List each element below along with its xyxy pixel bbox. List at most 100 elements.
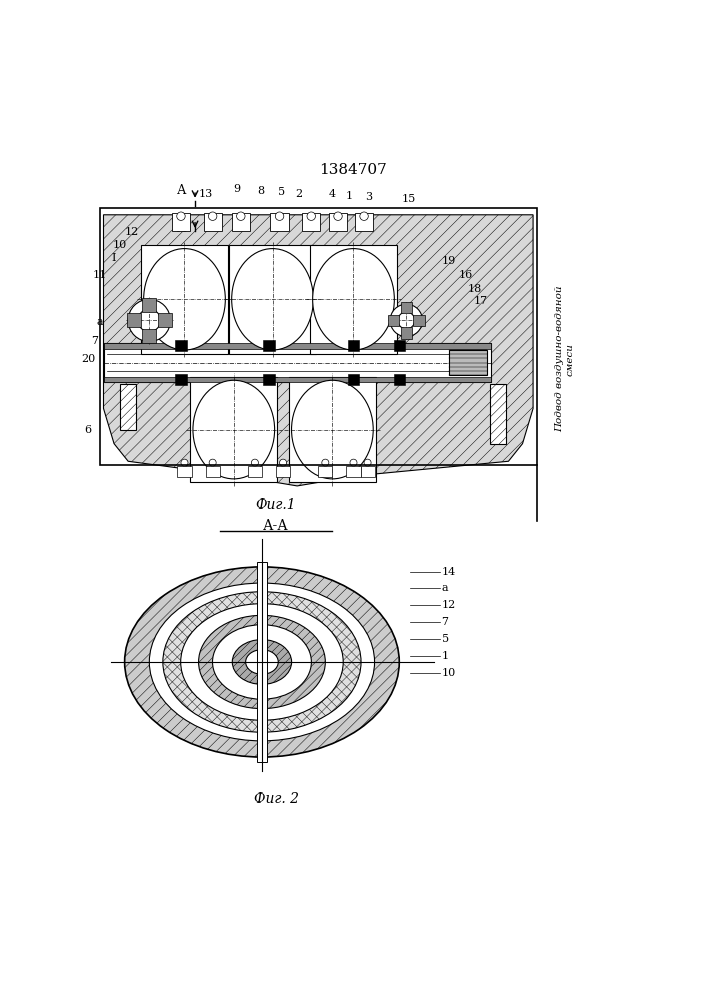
Text: А: А (176, 184, 186, 197)
Polygon shape (229, 245, 316, 354)
Circle shape (350, 459, 357, 466)
Circle shape (138, 309, 160, 332)
Polygon shape (310, 245, 397, 354)
Circle shape (209, 459, 216, 466)
Text: 12: 12 (442, 600, 456, 610)
Polygon shape (264, 374, 274, 385)
Polygon shape (394, 340, 405, 351)
Polygon shape (361, 466, 375, 477)
Polygon shape (177, 466, 192, 477)
Circle shape (390, 304, 423, 337)
Polygon shape (232, 213, 250, 231)
Text: Фиг. 2: Фиг. 2 (254, 792, 298, 806)
Ellipse shape (199, 615, 325, 709)
Polygon shape (103, 377, 491, 382)
Text: 1384707: 1384707 (320, 163, 387, 177)
Text: 18: 18 (467, 284, 482, 294)
Text: А-А: А-А (263, 519, 289, 533)
Text: 15: 15 (402, 194, 416, 204)
Polygon shape (302, 213, 320, 231)
Polygon shape (288, 377, 376, 482)
Text: 5: 5 (442, 634, 449, 644)
Text: 1: 1 (442, 651, 449, 661)
Circle shape (275, 212, 284, 220)
Polygon shape (348, 340, 359, 351)
Circle shape (252, 459, 259, 466)
Ellipse shape (144, 249, 226, 350)
Polygon shape (257, 562, 267, 762)
Ellipse shape (312, 249, 395, 350)
Circle shape (181, 459, 188, 466)
Polygon shape (103, 343, 491, 349)
Text: 13: 13 (199, 189, 213, 199)
Text: 16: 16 (459, 270, 474, 280)
Polygon shape (318, 466, 332, 477)
Polygon shape (401, 302, 412, 313)
Circle shape (364, 459, 371, 466)
Text: 4: 4 (329, 189, 336, 199)
Polygon shape (401, 327, 412, 339)
Text: 10: 10 (112, 240, 127, 250)
Polygon shape (348, 374, 359, 385)
Text: 20: 20 (81, 354, 95, 364)
Polygon shape (270, 213, 288, 231)
Text: I: I (112, 253, 116, 263)
Polygon shape (355, 213, 373, 231)
Text: 19: 19 (442, 256, 456, 266)
Ellipse shape (193, 380, 274, 479)
Text: 7: 7 (442, 617, 448, 627)
Polygon shape (394, 374, 405, 385)
Polygon shape (175, 340, 187, 351)
Polygon shape (276, 466, 290, 477)
Text: а: а (442, 583, 448, 593)
Circle shape (177, 212, 185, 220)
Polygon shape (103, 215, 533, 486)
Circle shape (307, 212, 315, 220)
Text: а: а (97, 317, 103, 327)
Polygon shape (190, 377, 277, 482)
Text: Фиг.1: Фиг.1 (256, 498, 296, 512)
Text: 17: 17 (473, 296, 487, 306)
Circle shape (279, 459, 286, 466)
Ellipse shape (213, 625, 311, 699)
Circle shape (360, 212, 368, 220)
Polygon shape (388, 315, 399, 326)
Polygon shape (206, 466, 220, 477)
Polygon shape (120, 384, 136, 430)
Polygon shape (175, 374, 187, 385)
Ellipse shape (124, 567, 399, 757)
Ellipse shape (245, 650, 279, 674)
Text: 9: 9 (234, 184, 241, 194)
Ellipse shape (232, 249, 313, 350)
Polygon shape (158, 313, 172, 327)
Text: 5: 5 (278, 187, 285, 197)
Circle shape (237, 212, 245, 220)
Text: А: А (176, 222, 186, 235)
Text: 12: 12 (124, 227, 139, 237)
Text: 10: 10 (442, 668, 456, 678)
Polygon shape (448, 350, 487, 375)
Circle shape (209, 212, 217, 220)
Text: 3: 3 (366, 192, 373, 202)
Polygon shape (248, 466, 262, 477)
Polygon shape (264, 340, 274, 351)
Circle shape (398, 312, 415, 329)
Polygon shape (346, 466, 361, 477)
Polygon shape (142, 298, 156, 312)
Ellipse shape (149, 583, 375, 741)
Text: 8: 8 (257, 186, 264, 196)
Ellipse shape (163, 592, 361, 732)
Polygon shape (142, 329, 156, 343)
Polygon shape (490, 384, 506, 444)
Ellipse shape (233, 640, 291, 684)
Polygon shape (172, 213, 190, 231)
Text: 14: 14 (442, 567, 456, 577)
Circle shape (128, 299, 170, 342)
Circle shape (322, 459, 329, 466)
Circle shape (334, 212, 342, 220)
Ellipse shape (291, 380, 373, 479)
Text: 7: 7 (92, 336, 98, 346)
Polygon shape (414, 315, 425, 326)
Text: 6: 6 (84, 425, 91, 435)
Text: 1: 1 (346, 191, 353, 201)
